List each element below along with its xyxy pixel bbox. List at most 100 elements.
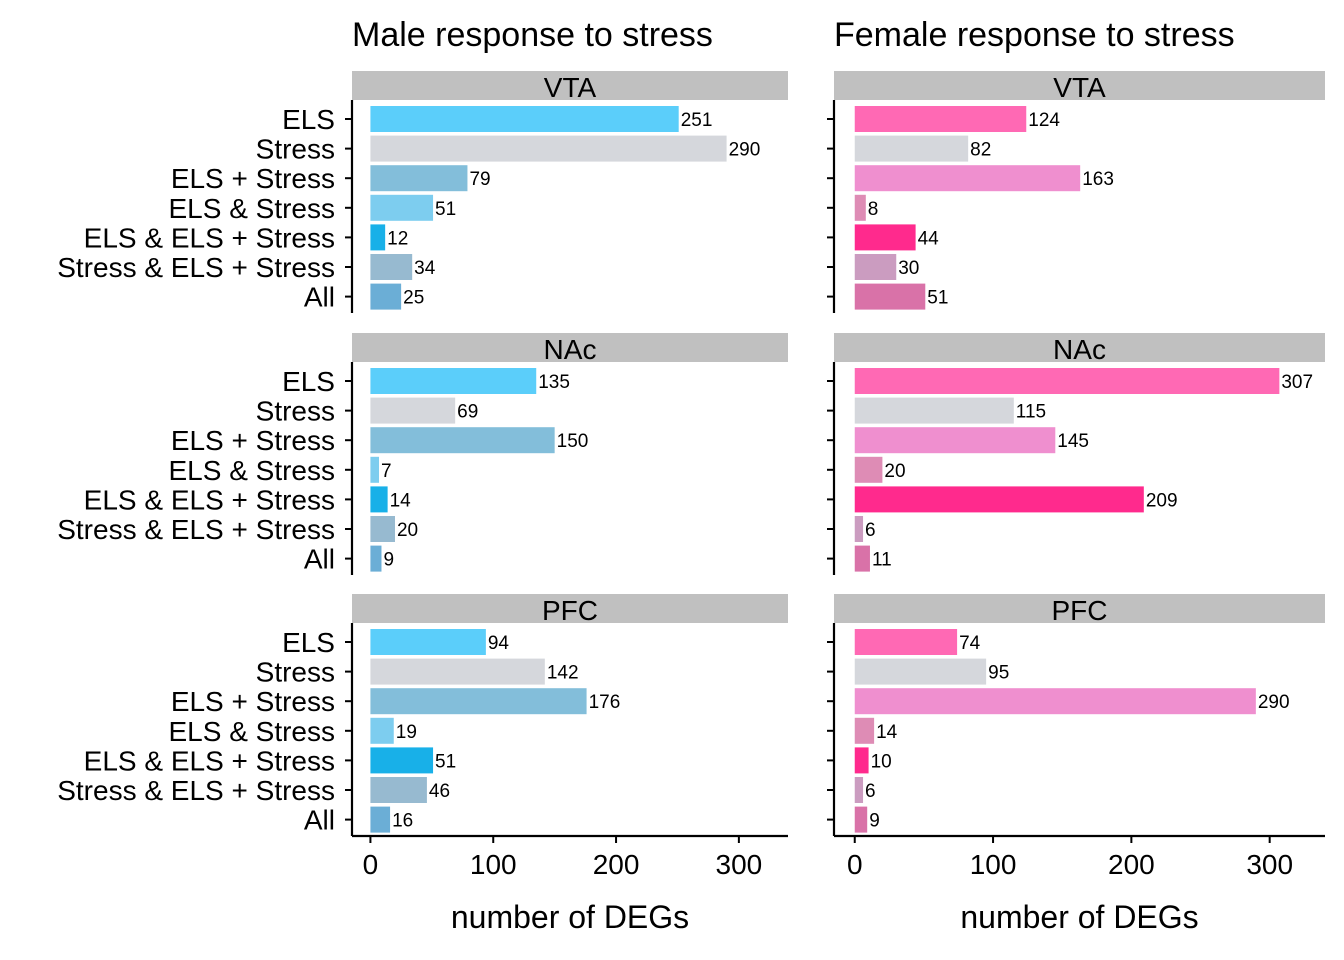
facet-nac: NAc ELS 135 Stress 69 ELS + Stress 150 ELS & St… [57, 333, 788, 575]
y-tick-label: ELS + Stress [171, 425, 335, 456]
bar-all [854, 283, 926, 310]
y-tick-label: Stress & ELS + Stress [57, 514, 335, 545]
data-label: 6 [865, 781, 876, 802]
data-label: 142 [547, 663, 579, 684]
data-label: 251 [681, 110, 713, 131]
bar-els-stress [370, 717, 394, 744]
y-tick-label: ELS & ELS + Stress [84, 222, 335, 253]
data-label: 10 [871, 751, 892, 772]
y-tick-label: ELS + Stress [171, 686, 335, 717]
bar-stress-els-stress [370, 777, 427, 803]
bar-els-stress [854, 427, 1056, 454]
data-label: 34 [414, 258, 436, 279]
y-tick-label: ELS [282, 366, 335, 397]
y-tick-label: ELS & Stress [168, 193, 335, 224]
x-tick-label: 200 [593, 849, 640, 880]
bar-els-els-stress [854, 486, 1144, 513]
bar-els [370, 368, 537, 394]
bar-stress-els-stress [854, 777, 864, 803]
bar-els-els-stress [854, 224, 916, 251]
y-tick-label: All [304, 805, 335, 836]
bar-els-stress [854, 194, 866, 221]
y-tick-label: Stress & ELS + Stress [57, 775, 335, 806]
chart-panel-male: Male response to stress VTA ELS 251 Stress 29… [57, 16, 788, 935]
x-tick-label: 200 [1108, 849, 1155, 880]
data-label: 9 [383, 550, 394, 571]
x-tick-label: 0 [363, 849, 379, 880]
x-tick-label: 100 [470, 849, 517, 880]
data-label: 8 [868, 199, 879, 220]
bar-els [854, 368, 1280, 394]
bar-els-stress [370, 165, 468, 192]
facet-strip [834, 333, 1325, 362]
bar-all [370, 806, 391, 833]
bar-els-stress [854, 456, 883, 483]
bar-stress-els-stress [854, 516, 864, 542]
bar-stress [370, 658, 545, 685]
data-label: 79 [469, 169, 490, 190]
bar-els [370, 106, 679, 132]
bar-stress [854, 658, 987, 685]
data-label: 51 [435, 199, 456, 220]
bar-els [854, 629, 958, 655]
data-label: 14 [390, 490, 412, 511]
data-label: 290 [1258, 692, 1290, 713]
x-axis-label: number of DEGs [451, 899, 689, 935]
data-label: 135 [538, 372, 570, 393]
y-tick-label: ELS & Stress [168, 455, 335, 486]
y-tick-label: Stress & ELS + Stress [57, 252, 335, 283]
bar-els-stress [370, 194, 434, 221]
bar-stress-els-stress [854, 254, 897, 280]
data-label: 74 [959, 633, 981, 654]
data-label: 44 [918, 228, 940, 249]
bar-stress [854, 135, 969, 162]
data-label: 6 [865, 520, 876, 541]
facet-nac: NAc 307 115 145 20 209 6 11 [827, 333, 1325, 575]
facet-strip [834, 71, 1325, 100]
chart-title: Male response to stress [352, 16, 713, 54]
bar-els-stress [370, 688, 587, 715]
x-tick-label: 0 [847, 849, 863, 880]
data-label: 82 [970, 140, 991, 161]
data-label: 9 [869, 811, 880, 832]
bar-els [370, 629, 486, 655]
y-tick-label: ELS + Stress [171, 163, 335, 194]
data-label: 19 [396, 722, 417, 743]
facet-pfc: PFC 74 95 290 14 10 6 90 100 200 300 number of DEGs [827, 594, 1325, 935]
y-tick-label: ELS [282, 104, 335, 135]
data-label: 16 [392, 811, 413, 832]
bar-els [854, 106, 1027, 132]
bar-all [854, 806, 868, 833]
y-tick-label: ELS [282, 627, 335, 658]
data-label: 209 [1146, 490, 1178, 511]
data-label: 30 [898, 258, 919, 279]
facet-vta: VTA ELS 251 Stress 290 ELS + Stress 79 ELS & St… [57, 71, 788, 313]
data-label: 12 [387, 228, 408, 249]
data-label: 7 [381, 461, 392, 482]
facet-pfc: PFC ELS 94 Stress 142 ELS + Stress 176 ELS & St… [57, 594, 788, 935]
data-label: 150 [557, 431, 589, 452]
facet-strip [352, 333, 788, 362]
chart-panel-female: Female response to stress VTA 124 82 163 8 44 3… [827, 16, 1325, 935]
bar-stress [370, 397, 456, 424]
y-tick-label: All [304, 544, 335, 575]
bar-all [370, 545, 382, 572]
bar-els-stress [370, 456, 380, 483]
y-tick-label: Stress [256, 396, 335, 427]
bar-all [370, 283, 402, 310]
data-label: 20 [884, 461, 905, 482]
chart-title: Female response to stress [834, 16, 1235, 54]
y-tick-label: ELS & Stress [168, 716, 335, 747]
y-tick-label: ELS & ELS + Stress [84, 745, 335, 776]
data-label: 94 [488, 633, 510, 654]
bar-els-els-stress [370, 224, 386, 251]
data-label: 163 [1082, 169, 1114, 190]
data-label: 51 [435, 751, 456, 772]
x-axis-label: number of DEGs [960, 899, 1198, 935]
data-label: 145 [1057, 431, 1089, 452]
facet-strip-label: PFC [1052, 595, 1108, 626]
facet-strip [352, 71, 788, 100]
facet-strip-label: NAc [1053, 334, 1106, 365]
facet-strip [834, 594, 1325, 623]
